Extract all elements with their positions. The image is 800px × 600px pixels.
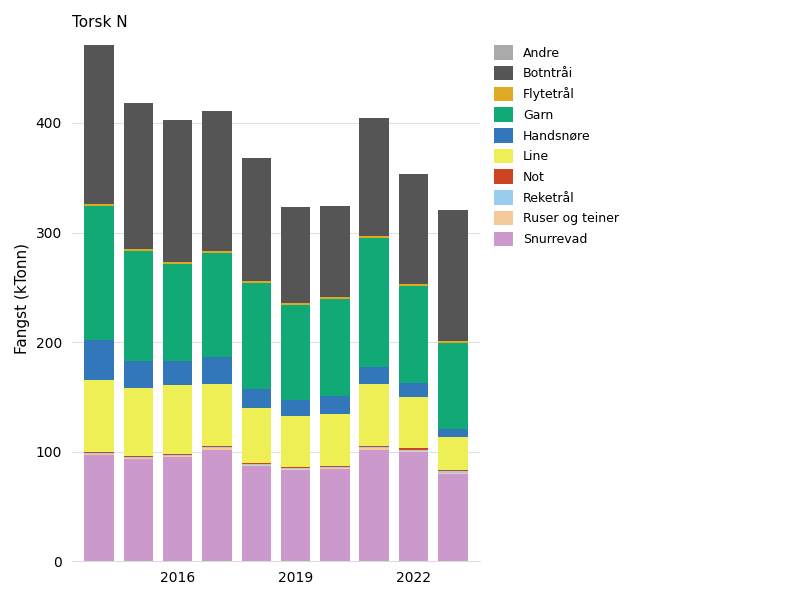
- Bar: [438, 343, 467, 428]
- Bar: [320, 415, 350, 466]
- Y-axis label: Fangst (kTonn): Fangst (kTonn): [15, 243, 30, 354]
- Bar: [124, 458, 153, 460]
- Bar: [124, 388, 153, 456]
- Bar: [242, 281, 271, 283]
- Bar: [124, 460, 153, 561]
- Bar: [359, 236, 389, 238]
- Bar: [124, 456, 153, 457]
- Bar: [85, 204, 114, 206]
- Bar: [85, 206, 114, 340]
- Bar: [438, 428, 467, 437]
- Bar: [398, 397, 428, 448]
- Bar: [438, 472, 467, 473]
- Bar: [398, 284, 428, 286]
- Bar: [359, 238, 389, 367]
- Bar: [398, 451, 428, 452]
- Bar: [359, 367, 389, 384]
- Bar: [398, 383, 428, 397]
- Bar: [398, 452, 428, 561]
- Bar: [320, 297, 350, 299]
- Bar: [438, 473, 467, 561]
- Bar: [242, 464, 271, 465]
- Bar: [281, 208, 310, 302]
- Bar: [85, 455, 114, 561]
- Bar: [359, 449, 389, 561]
- Bar: [124, 251, 153, 361]
- Bar: [202, 384, 232, 446]
- Bar: [85, 45, 114, 204]
- Bar: [242, 158, 271, 281]
- Bar: [163, 455, 193, 456]
- Bar: [85, 340, 114, 380]
- Bar: [85, 452, 114, 453]
- Bar: [242, 465, 271, 466]
- Bar: [398, 286, 428, 383]
- Bar: [85, 380, 114, 452]
- Bar: [242, 408, 271, 463]
- Bar: [281, 469, 310, 470]
- Bar: [202, 358, 232, 384]
- Bar: [281, 470, 310, 561]
- Text: Torsk N: Torsk N: [72, 15, 127, 30]
- Bar: [85, 453, 114, 454]
- Bar: [359, 448, 389, 449]
- Bar: [124, 457, 153, 458]
- Bar: [320, 466, 350, 467]
- Bar: [202, 449, 232, 561]
- Bar: [438, 341, 467, 343]
- Bar: [163, 457, 193, 561]
- Legend: Andre, Botntråi, Flytetrål, Garn, Handsnøre, Line, Not, Reketrål, Ruser og teine: Andre, Botntråi, Flytetrål, Garn, Handsn…: [490, 41, 623, 250]
- Bar: [124, 103, 153, 249]
- Bar: [320, 206, 350, 297]
- Bar: [163, 262, 193, 265]
- Bar: [359, 118, 389, 236]
- Bar: [320, 467, 350, 468]
- Bar: [438, 209, 467, 341]
- Bar: [202, 251, 232, 253]
- Bar: [202, 253, 232, 358]
- Bar: [320, 396, 350, 415]
- Bar: [163, 385, 193, 454]
- Bar: [438, 437, 467, 470]
- Bar: [242, 466, 271, 561]
- Bar: [398, 449, 428, 451]
- Bar: [320, 469, 350, 561]
- Bar: [85, 454, 114, 455]
- Bar: [202, 111, 232, 251]
- Bar: [163, 265, 193, 361]
- Bar: [438, 470, 467, 472]
- Bar: [163, 456, 193, 457]
- Bar: [281, 468, 310, 469]
- Bar: [242, 463, 271, 464]
- Bar: [281, 467, 310, 468]
- Bar: [163, 120, 193, 262]
- Bar: [124, 249, 153, 251]
- Bar: [320, 468, 350, 469]
- Bar: [242, 389, 271, 408]
- Bar: [163, 454, 193, 455]
- Bar: [398, 448, 428, 449]
- Bar: [359, 384, 389, 446]
- Bar: [281, 400, 310, 416]
- Bar: [320, 299, 350, 396]
- Bar: [398, 175, 428, 284]
- Bar: [202, 446, 232, 448]
- Bar: [281, 305, 310, 400]
- Bar: [202, 448, 232, 449]
- Bar: [242, 283, 271, 389]
- Bar: [281, 302, 310, 305]
- Bar: [359, 446, 389, 448]
- Bar: [124, 361, 153, 388]
- Bar: [163, 361, 193, 385]
- Bar: [281, 416, 310, 467]
